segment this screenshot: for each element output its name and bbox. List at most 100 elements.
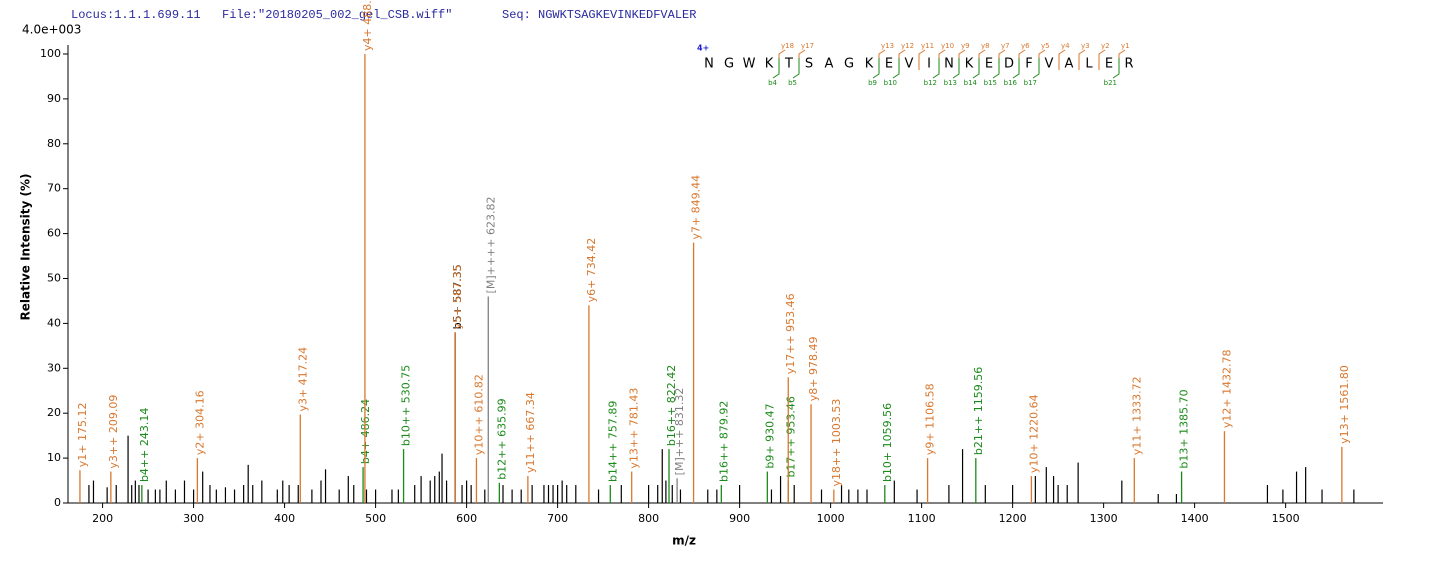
- x-tick-label: 1500: [1272, 512, 1300, 525]
- peak-label: y6+ 734.42: [585, 238, 598, 303]
- x-tick-label: 300: [183, 512, 204, 525]
- b-ion-bracket: [952, 58, 960, 79]
- peak-label: b17++ 953.46: [784, 396, 797, 477]
- b-ion: b15: [984, 79, 997, 87]
- b-ion-bracket: [892, 58, 900, 79]
- peak-label: b9+ 930.47: [763, 403, 776, 468]
- residue: V: [1045, 57, 1054, 72]
- peak-label: b14++ 757.89: [606, 401, 619, 482]
- peak-label: b16++ 879.92: [717, 401, 730, 482]
- peak-label: y3++ 209.09: [107, 395, 120, 469]
- peak-label: y1+ 175.12: [76, 403, 89, 468]
- residue: N: [944, 57, 954, 72]
- peak-label: [M]+++ 831.32: [673, 388, 686, 476]
- y-axis-label: Relative Intensity (%): [19, 174, 33, 321]
- x-tick-label: 200: [92, 512, 113, 525]
- y-ion: y6: [1021, 42, 1030, 50]
- y-ion-bracket: [1098, 49, 1106, 70]
- b-ion-bracket: [792, 58, 800, 79]
- peak-label: b10+ 1059.56: [881, 403, 894, 482]
- b-ion: b10: [884, 79, 897, 87]
- peak-label: y5+ 587.35: [451, 265, 464, 330]
- residue: S: [805, 57, 813, 72]
- peak-label: [M]++++ 623.82: [484, 197, 497, 294]
- y-ion-bracket: [918, 49, 926, 70]
- residue: I: [927, 57, 931, 72]
- y-ion: y13: [881, 42, 894, 50]
- y-tick-label: 40: [47, 316, 61, 329]
- peak-label: y9+ 1106.58: [924, 383, 937, 455]
- b-ion: b21: [1104, 79, 1117, 87]
- y-tick-label: 80: [47, 137, 61, 150]
- y-ion: y7: [1001, 42, 1010, 50]
- x-tick-label: 1200: [999, 512, 1027, 525]
- y-ion: y9: [961, 42, 970, 50]
- residue: A: [825, 57, 834, 72]
- peak-label: y2+ 304.16: [193, 390, 206, 455]
- b-ion-bracket: [872, 58, 880, 79]
- charge: 4+: [697, 44, 709, 53]
- y-tick-label: 10: [47, 451, 61, 464]
- y-tick-label: 0: [54, 496, 61, 509]
- x-tick-label: 600: [456, 512, 477, 525]
- peak-label: y8+ 978.49: [807, 336, 820, 401]
- x-axis-label: m/z: [672, 534, 696, 548]
- y-ion: y5: [1041, 42, 1050, 50]
- peak-label: y4+ 488.28: [361, 0, 374, 51]
- b-ion: b16: [1004, 79, 1018, 87]
- residue: K: [865, 57, 874, 72]
- residue: R: [1124, 57, 1133, 72]
- peak-label: y13+ 1561.80: [1338, 365, 1351, 444]
- locus: Locus:1.1.1.699.11: [71, 8, 201, 22]
- peak-label: y10+ 1220.64: [1027, 394, 1040, 473]
- y-tick-label: 60: [47, 227, 61, 240]
- peak-label: y10++ 610.82: [472, 374, 485, 455]
- peak-label: b16++ 822.42: [665, 365, 678, 446]
- residue: F: [1025, 57, 1032, 72]
- x-tick-label: 400: [274, 512, 295, 525]
- residue: K: [965, 57, 974, 72]
- y-ion: y11: [921, 42, 934, 50]
- y-ion: y18: [781, 42, 794, 50]
- b-ion-bracket: [772, 58, 780, 79]
- sequence-header: Seq: NGWKTSAGKEVINKEDFVALER: [502, 8, 696, 22]
- peak-label: y11++ 667.34: [524, 392, 537, 473]
- x-tick-label: 900: [729, 512, 750, 525]
- scale-label: 4.0e+003: [22, 23, 81, 37]
- residue: D: [1004, 57, 1014, 72]
- y-ion-bracket: [1058, 49, 1066, 70]
- y-tick-label: 20: [47, 406, 61, 419]
- y-ion: y10: [941, 42, 954, 50]
- x-tick-label: 700: [547, 512, 568, 525]
- residue: E: [885, 57, 893, 72]
- y-ion: y2: [1101, 42, 1110, 50]
- y-tick-label: 50: [47, 271, 61, 284]
- y-ion: y12: [901, 42, 914, 50]
- peak-label: y18++ 1003.53: [830, 399, 843, 487]
- peak-label: b4++ 243.14: [138, 408, 151, 482]
- y-ion: y17: [801, 42, 814, 50]
- residue: A: [1065, 57, 1074, 72]
- y-tick-label: 70: [47, 182, 61, 195]
- residue: N: [704, 57, 714, 72]
- y-ion: y1: [1121, 42, 1130, 50]
- residue: G: [844, 57, 854, 72]
- b-ion: b12: [924, 79, 937, 87]
- x-tick-label: 1100: [908, 512, 936, 525]
- y-tick-label: 100: [40, 47, 61, 60]
- file: File:"20180205_002_gel_CSB.wiff": [222, 8, 452, 22]
- b-ion-bracket: [992, 58, 1000, 79]
- b-ion: b5: [788, 79, 797, 87]
- peak-label: b5+ 587.35: [451, 264, 464, 329]
- peak-label: b13+ 1385.70: [1178, 389, 1191, 468]
- b-ion-bracket: [1012, 58, 1020, 79]
- y-tick-label: 90: [47, 92, 61, 105]
- x-tick-label: 800: [638, 512, 659, 525]
- x-tick-label: 500: [365, 512, 386, 525]
- residue: E: [1105, 57, 1113, 72]
- y-tick-label: 30: [47, 361, 61, 374]
- residue: V: [905, 57, 914, 72]
- b-ion: b14: [964, 79, 978, 87]
- b-ion: b9: [868, 79, 877, 87]
